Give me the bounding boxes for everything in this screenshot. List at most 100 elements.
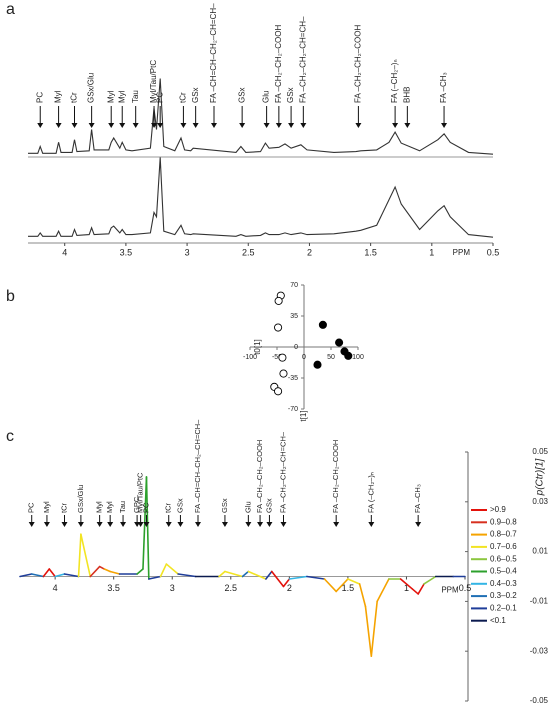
arrow-head: [239, 123, 246, 128]
legend-label: 0.4–0.3: [490, 579, 517, 588]
arrow-head: [392, 123, 399, 128]
loading-segment: [347, 578, 361, 585]
arrow-head: [257, 522, 264, 527]
loading-segment: [265, 570, 273, 580]
loading-segment: [288, 575, 308, 580]
arrow-head: [108, 123, 115, 128]
loading-segment: [98, 565, 106, 570]
x-tick-label: 50: [327, 354, 335, 361]
arrow-head: [211, 123, 217, 128]
arrow-head: [415, 522, 422, 527]
loading-segment: [177, 573, 197, 578]
annotation-label: PC: [141, 502, 150, 513]
arrow-head: [61, 522, 68, 527]
loading-segment: [411, 588, 419, 595]
x-tick-label: 0.5: [487, 247, 500, 257]
legend-label: >0.9: [490, 505, 506, 514]
annotation-label: GSx: [191, 87, 200, 103]
loading-segment: [103, 568, 111, 573]
loading-segment: [48, 568, 56, 578]
annotation-label: GSx: [286, 87, 295, 103]
annotation-label: FA –CH₃: [413, 484, 422, 513]
x-tick-label: 1: [429, 247, 434, 257]
x-tick-label: -100: [243, 354, 257, 361]
point: [313, 360, 322, 369]
loading-segment: [323, 578, 337, 593]
arrow-head: [43, 522, 50, 527]
annotation-label: GSx/Glu: [76, 485, 85, 513]
y-axis-title: p(Ctr)[1]: [535, 458, 546, 496]
legend-label: 0.6–0.5: [490, 554, 517, 563]
point: [344, 351, 353, 360]
loading-segment: [42, 568, 51, 578]
arrow-head: [157, 123, 164, 128]
loading-segment: [218, 570, 226, 578]
point: [274, 296, 283, 305]
arrow-head: [192, 123, 199, 128]
legend-label: 0.8–0.7: [490, 530, 517, 539]
annotation-label: GSx/Glu: [87, 73, 96, 103]
arrow-head: [288, 123, 295, 128]
y-tick-label: -0.05: [530, 696, 549, 705]
x-tick-label: 100: [352, 354, 364, 361]
legend-label: 0.9–0.8: [490, 517, 517, 526]
loading-segment: [417, 583, 425, 595]
x-tick-label: 1.5: [342, 583, 355, 593]
annotation-label: Myl: [54, 90, 63, 103]
arrow-head: [137, 522, 144, 527]
arrow-head: [107, 522, 114, 527]
annotation-label: GSx: [264, 498, 273, 513]
y-tick-label: -70: [288, 406, 298, 413]
annotation-label: Myl: [106, 90, 115, 103]
arrow-head: [77, 522, 84, 527]
x-axis-title: t[1]: [299, 410, 308, 421]
annotation-label: FA –CH₃: [439, 72, 448, 103]
x-tick-label: -50: [272, 354, 282, 361]
x-tick-label: 4: [62, 247, 67, 257]
loading-segment: [77, 533, 82, 578]
arrow-head: [177, 522, 184, 527]
annotation-label: FA (–CH₂–)ₙ: [366, 472, 375, 513]
annotation-label: Myl: [42, 501, 51, 513]
arrow-head: [266, 522, 273, 527]
annotation-label: FA –CH₂–CH₂–COOH: [255, 440, 264, 513]
y-tick-label: 70: [290, 282, 298, 289]
x-tick-label: 0: [302, 354, 306, 361]
arrow-head: [88, 123, 95, 128]
annotation-label: Myl/Tau/PtC: [136, 472, 145, 513]
point: [335, 338, 344, 347]
annotation-label: Myl/Tau/PtC: [149, 60, 158, 103]
x-tick-label: 0.5: [459, 583, 472, 593]
y-tick-label: -35: [288, 375, 298, 382]
loading-segment: [358, 583, 367, 608]
y-tick-label: 0.05: [532, 447, 548, 456]
loading-segment: [376, 578, 390, 603]
loading-segment: [136, 568, 144, 575]
arrow-head: [96, 522, 103, 527]
arrow-head: [28, 522, 35, 527]
legend-label: 0.7–0.6: [490, 542, 517, 551]
legend-label: 0.5–0.4: [490, 567, 517, 576]
loading-segment: [109, 570, 121, 575]
annotation-label: PC: [35, 92, 44, 103]
annotation-label: Glu: [262, 91, 271, 103]
loading-segment: [270, 570, 285, 588]
legend-label: <0.1: [490, 616, 506, 625]
loading-segment: [282, 578, 291, 588]
x-axis-title: PPM: [453, 248, 471, 257]
loading-segment: [19, 573, 33, 578]
arrow-head: [71, 123, 78, 128]
annotation-label: FA –CH₂–CH₂–COOH: [274, 25, 283, 103]
loading-segment: [30, 573, 45, 578]
legend-label: 0.2–0.1: [490, 604, 517, 613]
annotation-label: Tau: [118, 501, 127, 513]
arrow-head: [368, 522, 375, 527]
arrow-head: [263, 123, 270, 128]
x-axis-title: PPM: [441, 586, 459, 595]
x-tick-label: 3.5: [120, 247, 133, 257]
loading-segment: [335, 578, 349, 593]
y-tick-label: 0: [294, 344, 298, 351]
loading-segment: [80, 533, 92, 578]
annotation-label: GSx: [237, 87, 246, 103]
